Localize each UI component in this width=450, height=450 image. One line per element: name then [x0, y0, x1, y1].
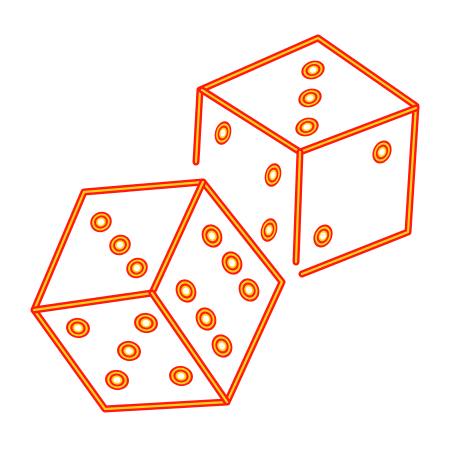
back-die-right-pip-2 [313, 224, 333, 248]
back-die-outline [192, 34, 420, 278]
front-die-right-pip-2 [221, 251, 243, 275]
front-die-left-pip-2 [134, 312, 158, 334]
front-die-top-pip-1 [90, 211, 112, 233]
front-die-left-pip-4 [105, 369, 129, 391]
back-die-vertical-edge [292, 148, 304, 266]
front-die-right-pip-3 [238, 278, 260, 302]
front-die-top-pip-2 [109, 234, 131, 256]
front-die-top-right-edge [148, 178, 207, 297]
neon-line-layer [30, 34, 420, 413]
front-die-front-edge [148, 289, 231, 406]
back-die-top-pip-2 [298, 88, 322, 108]
front-die-right-pip-4 [175, 279, 197, 303]
front-die-right-pip-6 [211, 334, 233, 358]
back-die-right-pip-1 [372, 140, 392, 164]
front-die-right-pip-5 [195, 307, 217, 331]
back-die-left-pip-2 [264, 163, 282, 187]
front-die-top-left-edge [30, 289, 156, 314]
front-die-left-pip-5 [169, 365, 193, 387]
back-die-top-pip-3 [295, 117, 319, 137]
front-die-left-pip-1 [66, 317, 90, 339]
front-die-right-pip-1 [201, 224, 223, 248]
front-die-top-pip-3 [126, 257, 148, 279]
back-die-top-pip-1 [301, 60, 325, 80]
back-die-left-pip-3 [260, 218, 278, 242]
front-die-left-pip-3 [117, 340, 141, 362]
back-die-left-pip-1 [214, 121, 232, 145]
